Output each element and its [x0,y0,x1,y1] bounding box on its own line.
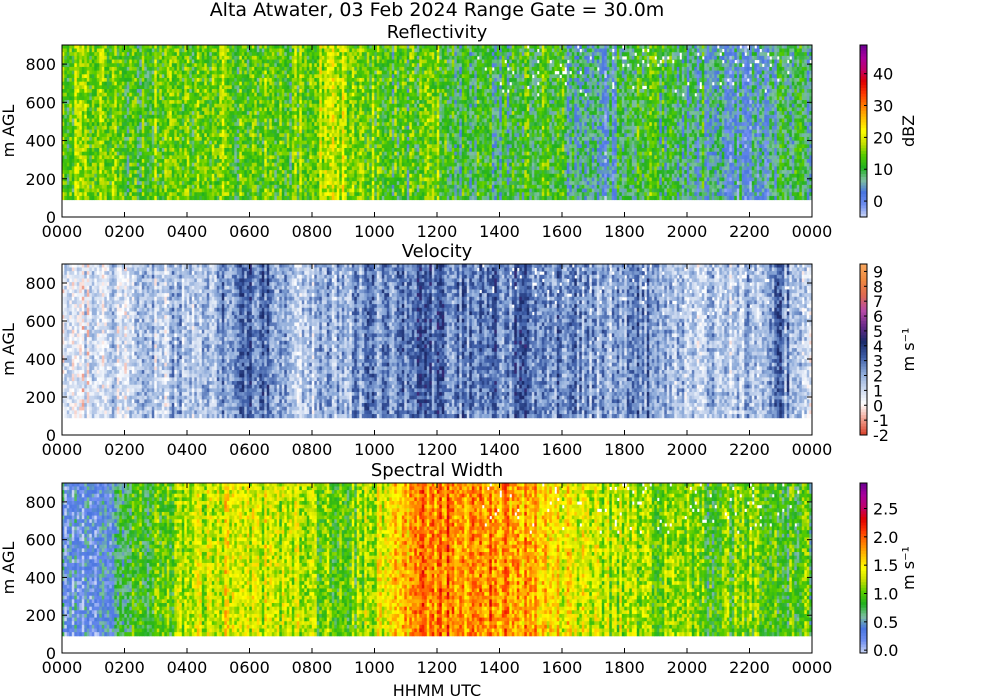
colorbar-tick-label: 2.5 [873,500,898,519]
colorbar-tick-label: 1.5 [873,556,898,575]
colorbar-tick-label: 0.5 [873,613,898,632]
panel-title: Spectral Width [371,460,503,481]
x-tick-label: 0600 [229,658,270,677]
x-tick-label: 1600 [542,440,583,459]
x-tick-label: 1200 [417,222,458,241]
x-tick-label: 1400 [479,440,520,459]
colorbar-label: m s⁻¹ [899,328,918,372]
x-tick-label: 1400 [479,658,520,677]
y-tick-label: 400 [25,350,56,369]
colorbar-label: dBZ [899,115,918,147]
figure: Alta Atwater, 03 Feb 2024 Range Gate = 3… [0,0,1000,700]
x-tick-label: 0800 [292,658,333,677]
colorbar-tick-label: 20 [873,128,893,147]
x-tick-label: 0000 [42,222,83,241]
x-tick-label: 2200 [729,440,770,459]
heatmap-field [62,264,812,418]
x-tick-label: 0000 [42,658,83,677]
x-tick-label: 0000 [792,440,833,459]
heatmap-field [62,45,812,200]
colorbar-tick-label: 1.0 [873,585,898,604]
y-axis-label: m AGL [0,105,18,158]
y-tick-label: 600 [25,93,56,112]
x-tick-label: 2000 [667,440,708,459]
x-tick-label: 2200 [729,658,770,677]
x-tick-label: 1400 [479,222,520,241]
x-tick-label: 2200 [729,222,770,241]
y-axis-label: m AGL [0,542,18,595]
x-tick-label: 1000 [354,222,395,241]
x-tick-label: 1800 [604,658,645,677]
y-tick-label: 200 [25,170,56,189]
y-tick-label: 600 [25,312,56,331]
x-tick-label: 1000 [354,440,395,459]
x-tick-label: 1200 [417,658,458,677]
x-tick-label: 0400 [167,222,208,241]
colorbar-tick-label: 9 [873,262,883,281]
x-tick-label: 2000 [667,222,708,241]
x-tick-label: 0000 [792,658,833,677]
x-tick-label: 1000 [354,658,395,677]
figure-suptitle: Alta Atwater, 03 Feb 2024 Range Gate = 3… [210,0,665,21]
x-tick-label: 0600 [229,222,270,241]
y-tick-label: 200 [25,388,56,407]
y-axis-label: m AGL [0,323,18,376]
colorbar-tick-label: 10 [873,160,893,179]
x-axis-label: HHMM UTC [393,681,481,700]
panel-title: Velocity [402,241,473,262]
y-tick-label: 800 [25,493,56,512]
y-tick-label: 600 [25,531,56,550]
x-tick-label: 2000 [667,658,708,677]
x-tick-label: 0200 [104,222,145,241]
y-tick-label: 800 [25,55,56,74]
panel-title: Reflectivity [387,22,488,43]
colorbar: 0 10 20 30 40 dBZ [860,45,918,218]
colorbar-tick-label: 0.0 [873,641,898,660]
x-tick-label: 1800 [604,222,645,241]
x-tick-label: 1600 [542,658,583,677]
colorbar-tick-label: 40 [873,65,893,84]
colorbar-tick-label: 30 [873,97,893,116]
y-tick-label: 400 [25,132,56,151]
x-tick-label: 0000 [42,440,83,459]
x-tick-label: 1600 [542,222,583,241]
y-tick-label: 400 [25,568,56,587]
x-tick-label: 1800 [604,440,645,459]
x-tick-label: 1200 [417,440,458,459]
y-tick-label: 200 [25,606,56,625]
x-tick-label: 0600 [229,440,270,459]
x-tick-label: 0400 [167,658,208,677]
colorbar-label: m s⁻¹ [899,546,918,590]
colorbar-tick-label: 0 [873,192,883,211]
x-tick-label: 0200 [104,658,145,677]
x-tick-label: 0000 [792,222,833,241]
x-tick-label: 0400 [167,440,208,459]
x-tick-label: 0800 [292,222,333,241]
colorbar: 0.0 0.5 1.0 1.5 2.0 2.5 m s⁻¹ [860,483,918,660]
x-tick-label: 0200 [104,440,145,459]
y-tick-label: 800 [25,274,56,293]
heatmap-field [62,483,812,637]
colorbar-tick-label: 2.0 [873,528,898,547]
x-tick-label: 0800 [292,440,333,459]
